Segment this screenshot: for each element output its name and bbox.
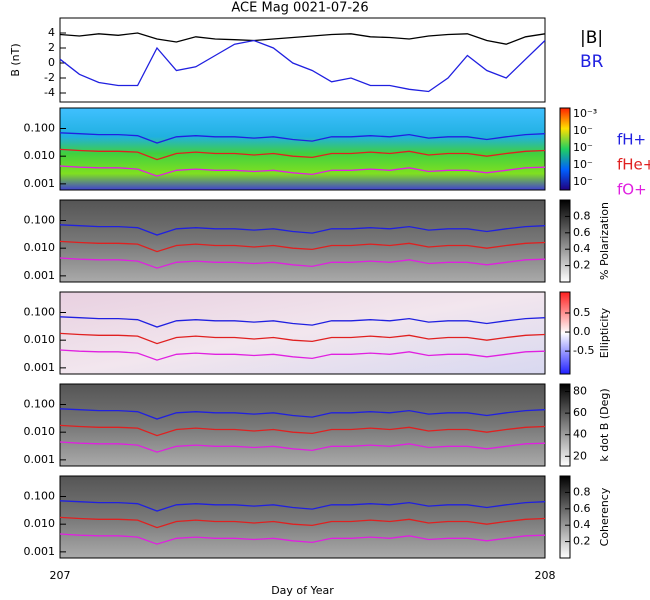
colorbar-tick-label: 0.0 (573, 325, 591, 338)
colorbar-tick-label: 40 (573, 428, 587, 441)
spectrogram-image (60, 384, 545, 466)
colorbar-tick-label: 10⁻ (573, 158, 593, 171)
plot-frame (59, 199, 546, 283)
y-tick-label: 0.010 (24, 425, 56, 438)
plot-frame (59, 475, 546, 559)
series-line (59, 240, 546, 253)
legend-entry: fH+ (617, 131, 646, 149)
x-tick-label: 207 (50, 569, 71, 582)
y-tick-label: 0.010 (24, 517, 56, 530)
colorbar-tick-label: 0.4 (573, 518, 591, 531)
colorbar-tick-label: 80 (573, 385, 587, 398)
series-line (59, 408, 546, 420)
colorbar (559, 199, 571, 283)
x-axis-label: Day of Year (271, 584, 334, 597)
series-line (59, 132, 546, 144)
spectrogram-image (60, 292, 545, 374)
colorbar-tick-label: 10⁻ (573, 141, 593, 154)
y-tick-label: 0.001 (24, 545, 56, 558)
colorbar-label: Ellipticity (598, 307, 611, 358)
x-tick-label: 208 (535, 569, 556, 582)
colorbar-tick-label: 0.8 (573, 209, 591, 222)
colorbar-tick-label: 0.2 (573, 259, 591, 272)
y-tick-label: 0.010 (24, 241, 56, 254)
spectrogram-image (60, 476, 545, 558)
series-line (59, 257, 546, 269)
y-axis-label: B (nT) (9, 43, 22, 76)
colorbar-tick-label: 10⁻ (573, 124, 593, 137)
y-tick-label: 0.001 (24, 177, 56, 190)
plot-frame (59, 107, 546, 191)
colorbar-tick-label: 60 (573, 406, 587, 419)
y-tick-label: 0.001 (24, 453, 56, 466)
series-line (59, 148, 546, 161)
colorbar-tick-label: 0.6 (573, 502, 591, 515)
y-tick-label: -2 (44, 71, 55, 84)
spectrogram-image (60, 108, 545, 190)
colorbar (559, 291, 571, 375)
series-line (59, 32, 546, 45)
colorbar-tick-label: 0.2 (573, 535, 591, 548)
y-tick-label: 0.010 (24, 149, 56, 162)
spectrogram-image (60, 200, 545, 282)
colorbar (559, 475, 571, 559)
colorbar-tick-label: 10⁻³ (573, 107, 597, 120)
series-line (59, 349, 546, 361)
colorbar-tick-label: -0.5 (573, 344, 594, 357)
colorbar (559, 383, 571, 467)
legend-entry: BR (580, 52, 604, 72)
series-line (59, 424, 546, 437)
series-line (59, 533, 546, 545)
y-tick-label: 0.100 (24, 121, 56, 134)
y-tick-label: 0.100 (24, 397, 56, 410)
plot-frame (59, 291, 546, 375)
legend-entry: fHe+ (617, 156, 650, 174)
colorbar-tick-label: 0.4 (573, 242, 591, 255)
series-line (59, 165, 546, 177)
y-tick-label: -4 (44, 86, 55, 99)
y-tick-label: 0.100 (24, 489, 56, 502)
colorbar-label: % Polarization (598, 202, 611, 280)
y-tick-label: 2 (48, 41, 55, 54)
colorbar-label: k dot B (Deg) (598, 388, 611, 461)
series-line (59, 316, 546, 328)
legend-entry: |B| (580, 28, 603, 48)
series-line (59, 441, 546, 453)
legend-entry: fO+ (617, 181, 647, 199)
series-line (59, 224, 546, 236)
chart-title: ACE Mag 0021-07-26 (231, 1, 368, 16)
colorbar (559, 107, 571, 191)
y-tick-label: 0.001 (24, 361, 56, 374)
y-tick-label: 4 (48, 26, 55, 39)
y-tick-label: 0.100 (24, 213, 56, 226)
y-tick-label: 0 (48, 56, 55, 69)
series-line (59, 39, 546, 93)
colorbar-tick-label: 10⁻ (573, 175, 593, 188)
colorbar-tick-label: 0.6 (573, 226, 591, 239)
series-line (59, 500, 546, 512)
plot-frame (59, 383, 546, 467)
series-line (59, 516, 546, 529)
colorbar-label: Coherency (598, 487, 611, 546)
y-tick-label: 0.001 (24, 269, 56, 282)
colorbar-tick-label: 0.5 (573, 306, 591, 319)
y-tick-label: 0.010 (24, 333, 56, 346)
colorbar-tick-label: 20 (573, 449, 587, 462)
y-tick-label: 0.100 (24, 305, 56, 318)
colorbar-tick-label: 0.8 (573, 485, 591, 498)
series-line (59, 332, 546, 345)
